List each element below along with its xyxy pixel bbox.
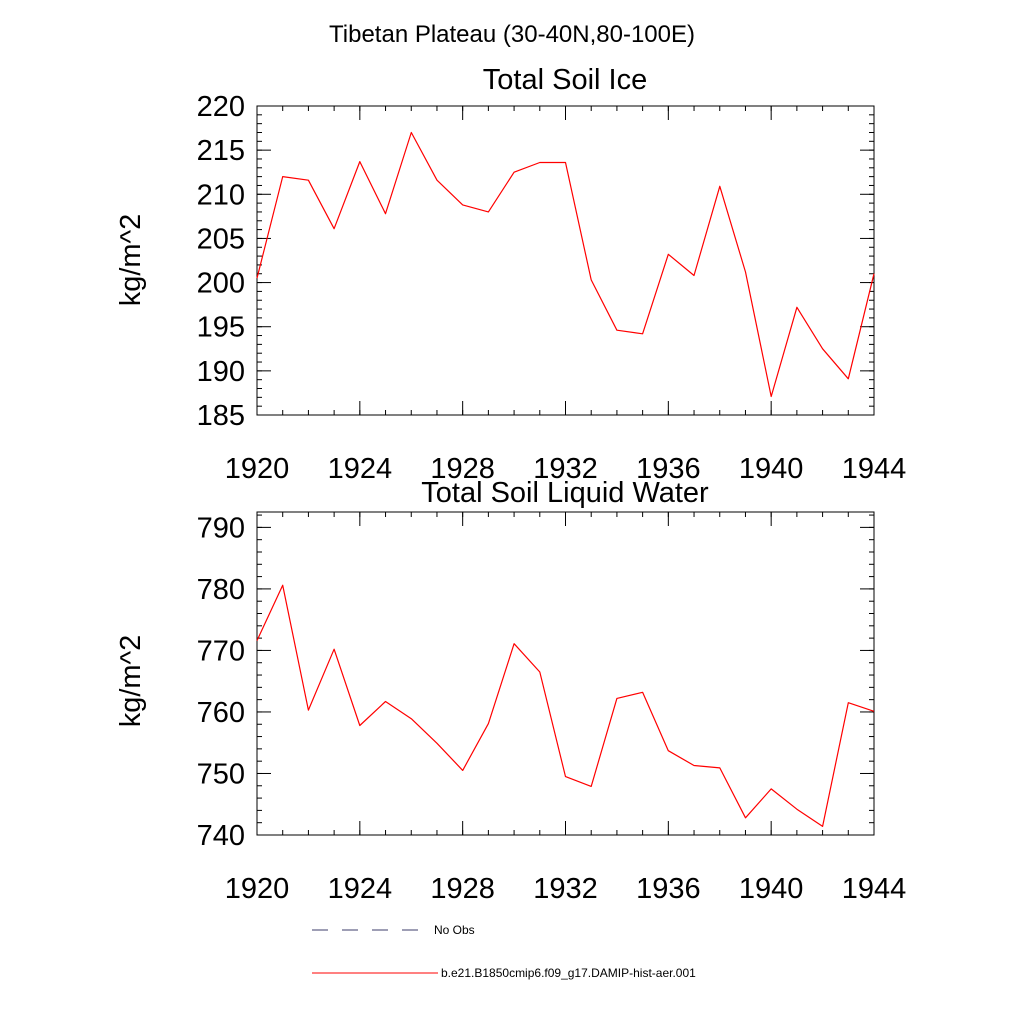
x-tick-label: 1944 xyxy=(842,453,907,485)
chart-soil-ice: Total Soil Ice kg/m^2 1920 1924 1928 1932 19… xyxy=(115,64,906,485)
x-tick-label: 1920 xyxy=(225,453,290,485)
x-tick-label: 1920 xyxy=(225,873,290,905)
y-tick-label: 220 xyxy=(197,91,245,123)
legend-label-model: b.e21.B1850cmip6.f09_g17.DAMIP-hist-aer.… xyxy=(441,966,696,980)
y-tick-label: 790 xyxy=(197,512,245,544)
x-tick-label: 1936 xyxy=(636,453,701,485)
x-tick-label: 1932 xyxy=(533,873,598,905)
series-line-soil-liquid-water xyxy=(256,584,875,828)
y-tick-label: 210 xyxy=(197,179,245,211)
x-tick-label: 1924 xyxy=(328,873,393,905)
panel-title-soil-ice: Total Soil Ice xyxy=(483,64,647,96)
plot-frame xyxy=(256,511,875,836)
y-tick-label: 780 xyxy=(197,574,245,606)
y-tick-label: 190 xyxy=(197,356,245,388)
legend-label-no-obs: No Obs xyxy=(434,923,475,937)
y-tick-label: 770 xyxy=(197,635,245,667)
legend: No Obs b.e21.B1850cmip6.f09_g17.DAMIP-hi… xyxy=(312,923,696,980)
panel-title-soil-liquid-water: Total Soil Liquid Water xyxy=(421,477,709,509)
x-tick-label: 1932 xyxy=(533,453,598,485)
x-tick-label: 1940 xyxy=(739,453,804,485)
x-tick-label: 1936 xyxy=(636,873,701,905)
chart-soil-liquid-water: Total Soil Liquid Water kg/m^2 1920 1924 1… xyxy=(115,477,906,905)
y-tick-label: 195 xyxy=(197,312,245,344)
y-tick-label: 740 xyxy=(197,820,245,852)
x-tick-label: 1928 xyxy=(430,453,495,485)
x-tick-label: 1928 xyxy=(430,873,495,905)
y-tick-label: 200 xyxy=(197,268,245,300)
x-tick-label: 1944 xyxy=(842,873,907,905)
y-tick-label: 215 xyxy=(197,135,245,167)
ylabel-soil-liquid-water: kg/m^2 xyxy=(115,635,147,728)
y-tick-label: 185 xyxy=(197,400,245,432)
x-tick-label: 1940 xyxy=(739,873,804,905)
y-tick-label: 750 xyxy=(197,758,245,790)
series-line-soil-ice xyxy=(256,131,875,398)
y-tick-label: 760 xyxy=(197,697,245,729)
y-tick-label: 205 xyxy=(197,223,245,255)
ylabel-soil-ice: kg/m^2 xyxy=(115,214,147,307)
x-tick-label: 1924 xyxy=(328,453,393,485)
plot-frame xyxy=(256,105,875,416)
figure-title: Tibetan Plateau (30-40N,80-100E) xyxy=(329,21,695,48)
